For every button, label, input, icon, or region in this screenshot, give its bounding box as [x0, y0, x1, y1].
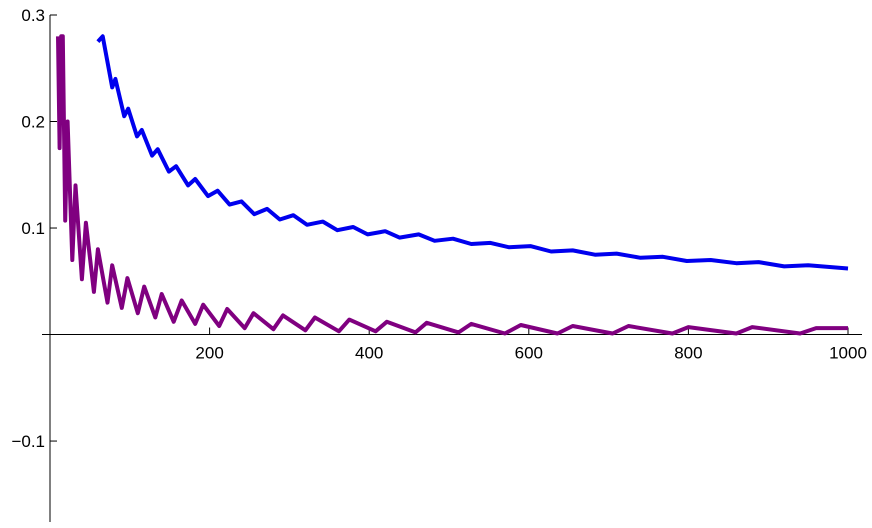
series-line [96, 34, 849, 271]
x-tick-label: 800 [674, 344, 702, 363]
series-line [56, 34, 848, 336]
x-tick-label: 1000 [829, 344, 867, 363]
x-tick-label: 200 [195, 344, 223, 363]
y-tick-label: 0.2 [21, 113, 45, 132]
y-tick-label: 0.1 [21, 219, 45, 238]
y-tick-label: −0.1 [11, 432, 45, 451]
x-tick-label: 400 [355, 344, 383, 363]
x-tick-label: 600 [515, 344, 543, 363]
y-tick-label: 0.3 [21, 6, 45, 25]
